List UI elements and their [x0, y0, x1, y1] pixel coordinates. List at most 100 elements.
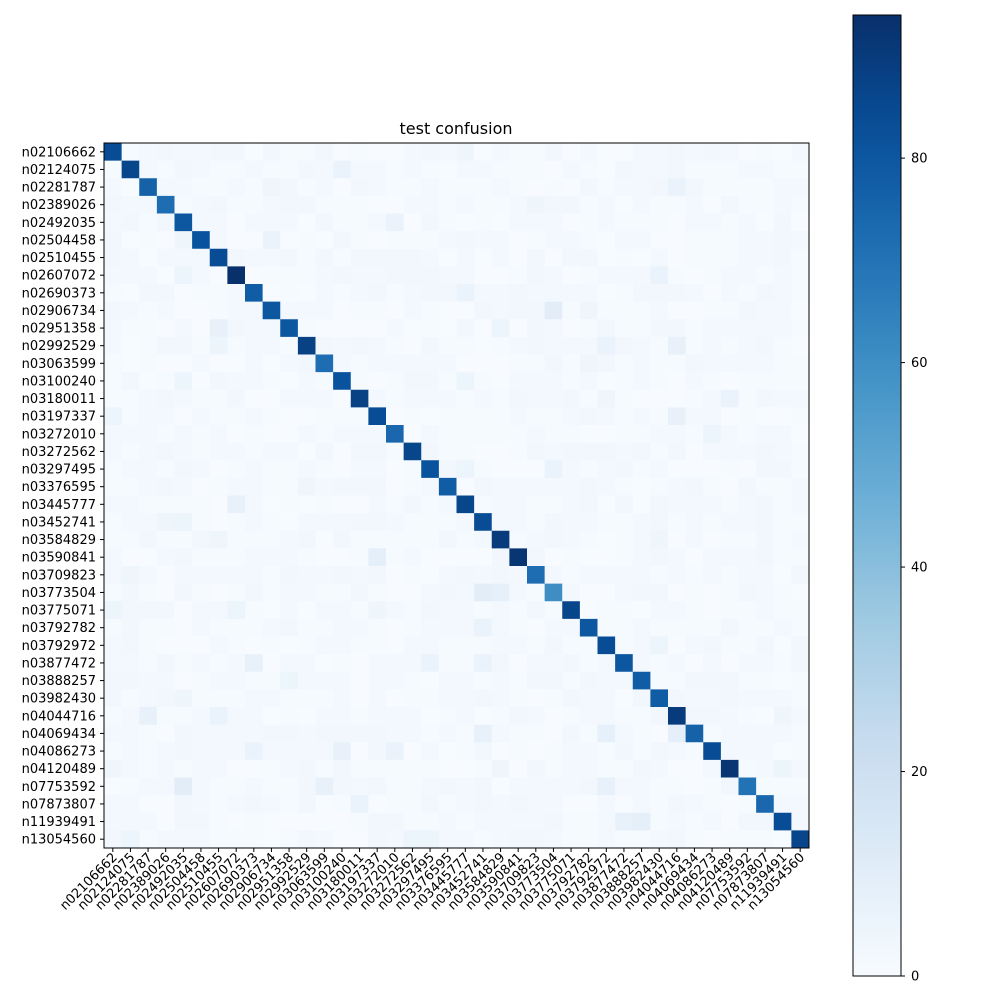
heatmap-cell: [738, 442, 757, 461]
heatmap-cell: [650, 530, 669, 549]
heatmap-cell: [491, 248, 510, 267]
heatmap-cell: [297, 231, 316, 250]
heatmap-cell: [491, 513, 510, 532]
heatmap-cell: [738, 795, 757, 814]
heatmap-cell: [368, 248, 387, 267]
heatmap-cell: [615, 389, 634, 408]
heatmap-cell: [209, 301, 228, 320]
heatmap-cell: [227, 460, 246, 479]
heatmap-cell: [773, 319, 792, 338]
heatmap-cell: [121, 425, 140, 444]
heatmap-cell: [438, 336, 457, 355]
heatmap-cell: [368, 742, 387, 761]
heatmap-cell: [527, 213, 546, 232]
heatmap-cell: [121, 618, 140, 637]
heatmap-cell: [403, 143, 422, 162]
heatmap-cell: [562, 301, 581, 320]
heatmap-cell: [474, 724, 493, 743]
heatmap-cell: [791, 160, 810, 179]
heatmap-cell: [703, 548, 722, 567]
heatmap-cell: [527, 160, 546, 179]
heatmap-cell: [280, 231, 299, 250]
heatmap-cell: [597, 830, 616, 849]
heatmap-cell: [333, 812, 352, 831]
heatmap-cell: [720, 777, 739, 796]
heatmap-cell: [527, 601, 546, 620]
y-tick-label: n02389026: [22, 198, 96, 213]
heatmap-cell: [756, 830, 775, 849]
heatmap-cell: [791, 724, 810, 743]
heatmap-cell: [509, 195, 528, 214]
heatmap-cell: [650, 812, 669, 831]
heatmap-cell: [438, 266, 457, 285]
heatmap-cell: [509, 742, 528, 761]
heatmap-cell: [650, 460, 669, 479]
heatmap-cell: [756, 477, 775, 496]
heatmap-cell: [756, 266, 775, 285]
heatmap-cell: [192, 724, 211, 743]
heatmap-cell: [773, 812, 792, 831]
heatmap-cell: [350, 301, 369, 320]
heatmap-cell: [297, 143, 316, 162]
colorbar-tick-label: 20: [911, 765, 928, 780]
heatmap-cell: [720, 583, 739, 602]
heatmap-cell: [738, 636, 757, 655]
heatmap-cell: [104, 671, 123, 690]
heatmap-cell: [368, 354, 387, 373]
heatmap-cell: [703, 777, 722, 796]
heatmap-cell: [685, 495, 704, 514]
heatmap-cell: [491, 477, 510, 496]
heatmap-cell: [227, 812, 246, 831]
heatmap-cell: [650, 301, 669, 320]
heatmap-cell: [245, 248, 264, 267]
heatmap-cell: [632, 336, 651, 355]
heatmap-cell: [156, 636, 175, 655]
heatmap-cell: [597, 566, 616, 585]
heatmap-cell: [315, 460, 334, 479]
heatmap-cell: [438, 407, 457, 426]
heatmap-cell: [192, 618, 211, 637]
heatmap-cell: [597, 442, 616, 461]
heatmap-cell: [403, 618, 422, 637]
heatmap-cell: [509, 707, 528, 726]
heatmap-cell: [121, 477, 140, 496]
heatmap-cell: [368, 795, 387, 814]
heatmap-cell: [615, 160, 634, 179]
heatmap-cell: [104, 213, 123, 232]
heatmap-cell: [262, 618, 281, 637]
heatmap-cell: [632, 160, 651, 179]
heatmap-cell: [738, 495, 757, 514]
heatmap-cell: [685, 231, 704, 250]
heatmap-cell: [544, 707, 563, 726]
heatmap-cell: [297, 442, 316, 461]
heatmap-cell: [456, 143, 475, 162]
heatmap-cell: [456, 336, 475, 355]
heatmap-cell: [773, 389, 792, 408]
heatmap-cell: [421, 566, 440, 585]
heatmap-cell: [615, 795, 634, 814]
y-tick-label: n02106662: [22, 145, 96, 160]
heatmap-cell: [386, 213, 405, 232]
heatmap-cell: [315, 795, 334, 814]
heatmap-cell: [650, 284, 669, 303]
heatmap-cell: [403, 530, 422, 549]
heatmap-cell: [509, 601, 528, 620]
heatmap-cell: [491, 530, 510, 549]
heatmap-cell: [386, 583, 405, 602]
heatmap-cell: [579, 319, 598, 338]
heatmap-cell: [245, 284, 264, 303]
heatmap-cell: [474, 178, 493, 197]
heatmap-cell: [527, 284, 546, 303]
heatmap-cell: [720, 266, 739, 285]
heatmap-cell: [650, 213, 669, 232]
heatmap-cell: [333, 724, 352, 743]
heatmap-cell: [509, 671, 528, 690]
heatmap-cell: [456, 425, 475, 444]
heatmap-cell: [333, 336, 352, 355]
heatmap-cell: [403, 284, 422, 303]
heatmap-cell: [333, 495, 352, 514]
heatmap-cell: [738, 759, 757, 778]
heatmap-cell: [121, 724, 140, 743]
heatmap-cell: [297, 689, 316, 708]
heatmap-cell: [474, 319, 493, 338]
